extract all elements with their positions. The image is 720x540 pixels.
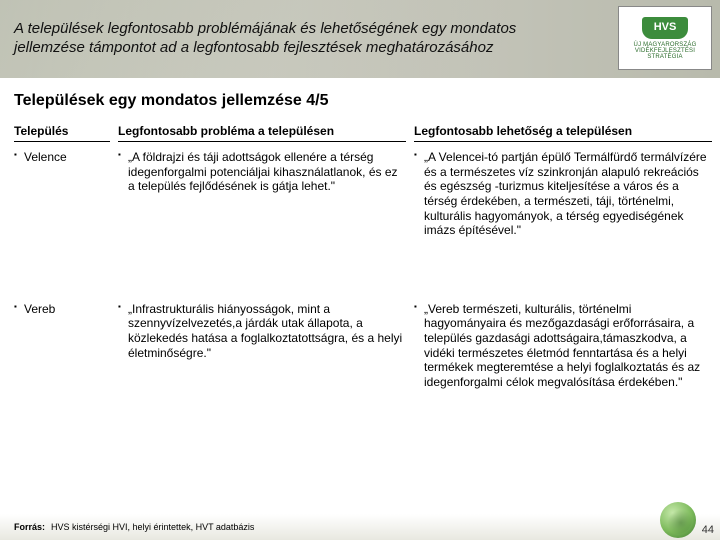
opportunity-text: „A Velencei-tó partján épülő Termálfürdő…: [414, 150, 712, 238]
globe-icon: [660, 502, 696, 538]
problem-text: „A földrajzi és táji adottságok ellenére…: [118, 150, 406, 194]
logo-sub-2: VIDÉKFEJLESZTÉSI STRATÉGIA: [619, 48, 711, 60]
content-table: Település Legfontosabb probléma a telepü…: [0, 116, 720, 392]
footer: Forrás: HVS kistérségi HVI, helyi érinte…: [0, 514, 720, 540]
table-row: „Vereb természeti, kulturális, történelm…: [414, 300, 712, 392]
slide-subtitle: Települések egy mondatos jellemzése 4/5: [0, 78, 720, 116]
page-number: 44: [702, 524, 714, 536]
table-row: „A földrajzi és táji adottságok ellenére…: [118, 148, 406, 240]
footer-source-text: HVS kistérségi HVI, helyi érintettek, HV…: [51, 522, 254, 532]
footer-source-label: Forrás:: [14, 522, 45, 532]
header: A települések legfontosabb problémájának…: [0, 0, 720, 78]
table-row: „A Velencei-tó partján épülő Termálfürdő…: [414, 148, 712, 240]
opportunity-text: „Vereb természeti, kulturális, történelm…: [414, 302, 712, 390]
table-row: Velence: [14, 148, 110, 240]
settlement-name: Velence: [14, 150, 110, 165]
header-title: A települések legfontosabb problémájának…: [14, 20, 574, 58]
logo-badge: HVS: [642, 17, 688, 39]
logo-box: HVS ÚJ MAGYARORSZÁG VIDÉKFEJLESZTÉSI STR…: [618, 6, 712, 70]
col-header-settlement: Település: [14, 124, 110, 142]
col-header-problem: Legfontosabb probléma a településen: [118, 124, 406, 142]
table-row: „Infrastrukturális hiányosságok, mint a …: [118, 300, 406, 392]
slide: A települések legfontosabb problémájának…: [0, 0, 720, 540]
row-spacer: [118, 240, 406, 300]
problem-text: „Infrastrukturális hiányosságok, mint a …: [118, 302, 406, 361]
table-row: Vereb: [14, 300, 110, 392]
settlement-name: Vereb: [14, 302, 110, 317]
row-spacer: [14, 240, 110, 300]
row-spacer: [414, 240, 712, 300]
col-header-opportunity: Legfontosabb lehetőség a településen: [414, 124, 712, 142]
